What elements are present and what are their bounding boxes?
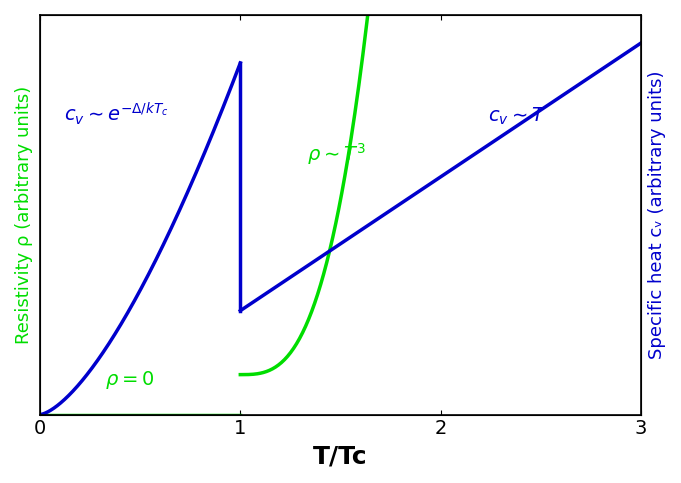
Text: $c_v \sim T$: $c_v \sim T$ — [488, 106, 546, 127]
Text: $\rho = 0$: $\rho = 0$ — [106, 369, 155, 391]
Y-axis label: Resistivity ρ (arbitrary units): Resistivity ρ (arbitrary units) — [15, 85, 33, 344]
Text: $c_v \sim e^{-\Delta/kT_c}$: $c_v \sim e^{-\Delta/kT_c}$ — [63, 100, 168, 127]
X-axis label: T/Tc: T/Tc — [313, 444, 368, 468]
Y-axis label: Specific heat cᵥ (arbitrary units): Specific heat cᵥ (arbitrary units) — [648, 71, 666, 359]
Text: $\rho \sim T^3$: $\rho \sim T^3$ — [307, 141, 366, 167]
